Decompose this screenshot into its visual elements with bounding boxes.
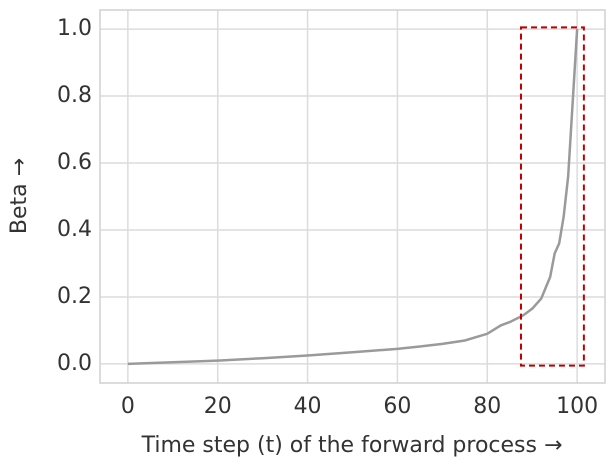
y-tick-label: 0.0 — [57, 351, 92, 376]
x-tick-label: 100 — [556, 394, 598, 419]
x-tick-label: 80 — [473, 394, 501, 419]
x-axis-label: Time step (t) of the forward process → — [141, 433, 563, 458]
y-tick-label: 0.2 — [57, 284, 92, 309]
x-tick-label: 60 — [383, 394, 411, 419]
y-tick-label: 0.8 — [57, 83, 92, 108]
y-tick-label: 0.6 — [57, 150, 92, 175]
y-tick-label: 1.0 — [57, 16, 92, 41]
highlight-box — [519, 26, 585, 367]
x-tick-label: 0 — [121, 394, 135, 419]
x-tick-label: 40 — [294, 394, 322, 419]
plot-frame — [99, 9, 606, 384]
y-tick-label: 0.4 — [57, 217, 92, 242]
y-axis-label: Beta → — [7, 158, 32, 234]
line — [127, 29, 579, 366]
x-tick-label: 20 — [204, 394, 232, 419]
